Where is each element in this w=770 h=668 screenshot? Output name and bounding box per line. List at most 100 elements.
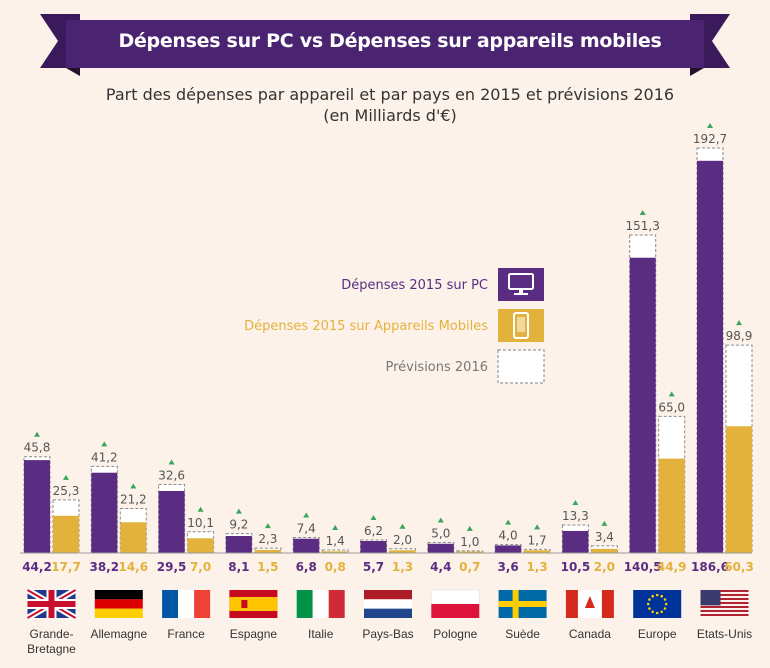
trend-up-icon (505, 519, 512, 525)
bar-pc-2015 (158, 490, 185, 553)
trend-up-icon (332, 525, 339, 531)
legend: Dépenses 2015 sur PC Dépenses 2015 sur A… (244, 268, 545, 384)
category-label: Pays-Bas (362, 627, 413, 641)
label-pc-2015: 6,8 (296, 560, 317, 574)
label-pc-forecast: 5,0 (431, 526, 450, 540)
trend-up-icon (130, 483, 137, 489)
bar-mobile-2015 (53, 515, 79, 553)
trend-up-icon (466, 525, 473, 531)
bar-pc-2015 (629, 257, 656, 553)
bar-pc-2015 (91, 472, 118, 553)
label-mobile-forecast: 3,4 (595, 530, 614, 544)
legend-swatch-pc (498, 268, 544, 301)
bar-mobile-2015 (456, 551, 483, 553)
eu-flag-icon (633, 590, 682, 618)
category-label: Espagne (230, 627, 278, 641)
bar-mobile-2015 (389, 550, 416, 553)
label-pc-forecast: 192,7 (693, 132, 727, 146)
label-pc-forecast: 13,3 (562, 509, 589, 523)
label-pc-2015: 8,1 (228, 560, 249, 574)
trend-up-icon (572, 500, 579, 506)
italy-flag-icon (296, 590, 345, 618)
france-flag-icon (162, 590, 211, 618)
trend-up-icon (303, 512, 310, 518)
bar-mobile-2015 (187, 538, 214, 553)
bar-mobile-2015 (524, 550, 551, 553)
label-mobile-2015: 0,7 (459, 560, 480, 574)
bar-pc-2015 (293, 538, 320, 553)
trend-up-icon (235, 508, 242, 514)
category-labels-layer: Grande-Bretagne Allemagne France Espagne Ita… (27, 627, 752, 656)
country-group: 9,2 8,1 2,3 1,5 (225, 508, 282, 574)
trend-up-icon (639, 210, 646, 216)
poland-flag-icon (431, 589, 480, 618)
category-label: Suède (505, 627, 540, 641)
trend-up-icon (63, 474, 69, 480)
bar-pc-2015 (24, 460, 50, 553)
bar-mobile-2015 (658, 458, 685, 553)
uk-flag-icon (25, 587, 78, 621)
bar-mobile-2015 (120, 522, 147, 553)
bar-mobile-2015 (726, 426, 752, 553)
label-mobile-2015: 17,7 (51, 560, 81, 574)
label-mobile-forecast: 25,3 (53, 484, 80, 498)
forecast-box-icon (497, 349, 545, 384)
label-pc-2015: 140,5 (624, 560, 662, 574)
usa-flag-icon (700, 590, 749, 616)
category-label: Canada (569, 627, 611, 641)
label-mobile-2015: 44,9 (657, 560, 687, 574)
smartphone-icon (513, 312, 529, 339)
legend-label-mobile: Dépenses 2015 sur Appareils Mobiles (244, 319, 488, 334)
trend-up-icon (101, 441, 108, 447)
category-label: Grande-Bretagne (27, 627, 76, 656)
trend-up-icon (197, 506, 204, 512)
label-mobile-2015: 7,0 (190, 560, 211, 574)
label-mobile-2015: 1,5 (257, 560, 278, 574)
sweden-flag-icon (498, 590, 547, 618)
trend-up-icon (668, 391, 675, 397)
subtitle-line-1: Part des dépenses par appareil et par pa… (105, 85, 675, 104)
bar-mobile-2015 (254, 549, 281, 553)
label-pc-2015: 29,5 (157, 560, 187, 574)
label-pc-forecast: 32,6 (158, 468, 185, 482)
country-group: 5,0 4,4 1,0 0,7 (427, 517, 484, 574)
bar-pc-2015 (360, 541, 387, 553)
trend-up-icon (707, 123, 713, 128)
label-mobile-forecast: 10,1 (187, 516, 214, 530)
label-pc-2015: 44,2 (22, 560, 52, 574)
category-label: Pologne (433, 627, 477, 641)
chart-subtitle: Part des dépenses par appareil et par pa… (80, 84, 700, 126)
label-pc-2015: 5,7 (363, 560, 384, 574)
label-pc-2015: 38,2 (89, 560, 119, 574)
trend-up-icon (399, 523, 406, 529)
category-label: France (167, 627, 205, 641)
category-label: Europe (638, 627, 677, 641)
trend-up-icon (736, 320, 742, 326)
label-pc-2015: 10,5 (561, 560, 591, 574)
label-mobile-2015: 2,0 (594, 560, 615, 574)
bar-pc-2015 (697, 160, 723, 554)
label-mobile-forecast: 98,9 (726, 329, 753, 343)
label-mobile-2015: 1,3 (526, 560, 547, 574)
label-mobile-forecast: 1,0 (460, 535, 479, 549)
label-pc-forecast: 151,3 (626, 219, 660, 233)
country-group: 6,2 5,7 2,0 1,3 (360, 514, 416, 574)
trend-up-icon (534, 524, 541, 530)
chart-title: Dépenses sur PC vs Dépenses sur appareil… (118, 30, 662, 52)
trend-up-icon (370, 514, 377, 520)
label-mobile-2015: 14,6 (118, 560, 148, 574)
label-pc-forecast: 6,2 (364, 524, 383, 538)
legend-label-forecast: Prévisions 2016 (385, 360, 488, 375)
label-pc-forecast: 41,2 (91, 450, 118, 464)
label-mobile-2015: 60,3 (724, 560, 754, 574)
country-group: 192,7 186,6 98,9 60,3 (691, 123, 754, 574)
bar-pc-2015 (495, 545, 522, 553)
trend-up-icon (601, 520, 608, 526)
flags-layer (25, 587, 749, 621)
label-mobile-forecast: 1,7 (528, 533, 547, 547)
spain-flag-icon (229, 590, 278, 618)
label-pc-forecast: 7,4 (297, 521, 316, 535)
label-mobile-forecast: 2,0 (393, 533, 412, 547)
label-pc-forecast: 45,8 (24, 441, 51, 455)
